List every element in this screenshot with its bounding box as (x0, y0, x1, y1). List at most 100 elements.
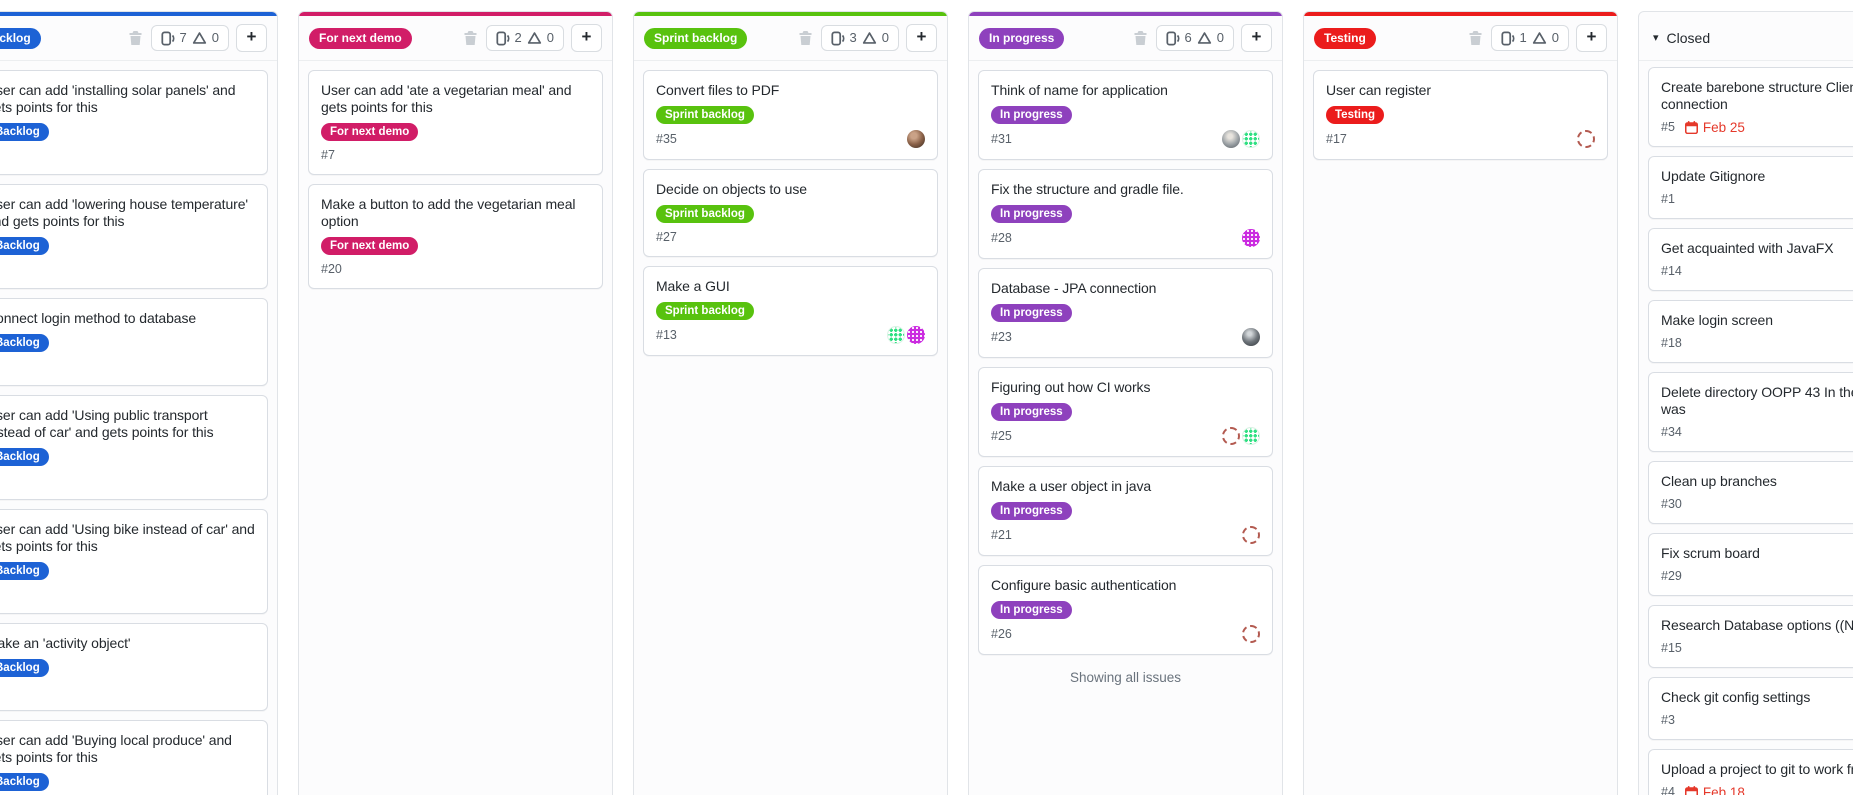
issue-card[interactable]: Configure basic authentication In progre… (978, 565, 1273, 655)
issue-card[interactable]: Think of name for application In progres… (978, 70, 1273, 160)
issue-card[interactable]: Check git config settings #3 (1648, 677, 1853, 740)
delete-column-button[interactable] (462, 29, 479, 47)
issue-title[interactable]: Check git config settings (1661, 689, 1811, 705)
issue-card[interactable]: Fix scrum board #29 (1648, 533, 1853, 596)
issue-title[interactable]: Get acquainted with JavaFX (1661, 240, 1834, 256)
issue-card[interactable]: User can add 'lowering house temperature… (0, 184, 268, 289)
issue-title[interactable]: Research Database options ((No)SQL?) (1661, 617, 1853, 633)
user-avatar[interactable] (907, 326, 925, 344)
issue-title[interactable]: Make an 'activity object' (0, 635, 131, 651)
issue-title[interactable]: Make a GUI (656, 278, 730, 294)
issue-title[interactable]: User can add 'Buying local produce' and … (0, 732, 232, 765)
issue-card[interactable]: Update Gitignore #1 (1648, 156, 1853, 219)
column-counts[interactable]: 2 0 (485, 25, 564, 51)
issue-title[interactable]: Database - JPA connection (991, 280, 1157, 296)
issue-title[interactable]: Fix scrum board (1661, 545, 1760, 561)
add-card-button[interactable]: + (1576, 24, 1607, 52)
issue-card[interactable]: Create barebone structure Client-Server … (1648, 67, 1853, 147)
issue-card[interactable]: Research Database options ((No)SQL?) #15 (1648, 605, 1853, 668)
user-avatar[interactable] (1242, 625, 1260, 643)
user-avatar[interactable] (1222, 427, 1240, 445)
issue-card[interactable]: User can add 'ate a vegetarian meal' and… (308, 70, 603, 175)
issue-label[interactable]: Backlog (0, 562, 49, 580)
add-card-button[interactable]: + (236, 24, 267, 52)
add-card-button[interactable]: + (571, 24, 602, 52)
column-collapse-header[interactable]: ▾ Closed (1649, 28, 1714, 48)
delete-column-button[interactable] (1132, 29, 1149, 47)
issue-card[interactable]: Make a user object in java In progress #… (978, 466, 1273, 556)
issue-title[interactable]: Upload a project to git to work from (1661, 761, 1853, 777)
delete-column-button[interactable] (127, 29, 144, 47)
issue-title[interactable]: Decide on objects to use (656, 181, 807, 197)
issue-label[interactable]: For next demo (321, 237, 419, 255)
issue-label[interactable]: Sprint backlog (656, 106, 754, 124)
user-avatar[interactable] (1242, 130, 1260, 148)
user-avatar[interactable] (1242, 427, 1260, 445)
issue-card[interactable]: User can add 'Buying local produce' and … (0, 720, 268, 795)
delete-column-button[interactable] (1467, 29, 1484, 47)
issue-label[interactable]: For next demo (321, 123, 419, 141)
issue-card[interactable]: User can add 'Using bike instead of car'… (0, 509, 268, 614)
issue-label[interactable]: Backlog (0, 773, 49, 791)
add-card-button[interactable]: + (1241, 24, 1272, 52)
issue-label[interactable]: Backlog (0, 237, 49, 255)
issue-label[interactable]: Sprint backlog (656, 302, 754, 320)
issue-label[interactable]: Testing (1326, 106, 1385, 124)
issue-title[interactable]: Figuring out how CI works (991, 379, 1151, 395)
issue-card[interactable]: Make a button to add the vegetarian meal… (308, 184, 603, 289)
issue-title[interactable]: Make a button to add the vegetarian meal… (321, 196, 576, 229)
issue-title[interactable]: User can register (1326, 82, 1431, 98)
issue-title[interactable]: Connect login method to database (0, 310, 197, 326)
column-counts[interactable]: 7 0 (150, 25, 229, 51)
issue-card[interactable]: Figuring out how CI works In progress #2… (978, 367, 1273, 457)
issue-label[interactable]: In progress (991, 304, 1072, 322)
delete-column-button[interactable] (797, 29, 814, 47)
user-avatar[interactable] (887, 326, 905, 344)
issue-label[interactable]: In progress (991, 502, 1072, 520)
column-counts[interactable]: 1 0 (1490, 25, 1569, 51)
issue-title[interactable]: Think of name for application (991, 82, 1168, 98)
issue-label[interactable]: Backlog (0, 448, 49, 466)
issue-card[interactable]: Fix the structure and gradle file. In pr… (978, 169, 1273, 259)
user-avatar[interactable] (1577, 130, 1595, 148)
issue-title[interactable]: User can add 'installing solar panels' a… (0, 82, 236, 115)
column-counts[interactable]: 3 0 (820, 25, 899, 51)
issue-label[interactable]: Backlog (0, 123, 49, 141)
issue-card[interactable]: User can add 'Using public transport ins… (0, 395, 268, 500)
issue-card[interactable]: Decide on objects to use Sprint backlog … (643, 169, 938, 257)
issue-title[interactable]: Delete directory OOPP 43 In the beginnin… (1661, 384, 1853, 417)
issue-card[interactable]: Make an 'activity object' Backlog (0, 623, 268, 711)
column-counts[interactable]: 6 0 (1155, 25, 1234, 51)
issue-card[interactable]: Database - JPA connection In progress #2… (978, 268, 1273, 358)
issue-card[interactable]: User can register Testing #17 (1313, 70, 1608, 160)
issue-title[interactable]: User can add 'Using bike instead of car'… (0, 521, 255, 554)
issue-card[interactable]: Make login screen #18 (1648, 300, 1853, 363)
issue-card[interactable]: Make a GUI Sprint backlog #13 (643, 266, 938, 356)
issue-label[interactable]: In progress (991, 403, 1072, 421)
user-avatar[interactable] (1222, 130, 1240, 148)
user-avatar[interactable] (907, 130, 925, 148)
issue-title[interactable]: User can add 'ate a vegetarian meal' and… (321, 82, 572, 115)
issue-title[interactable]: User can add 'Using public transport ins… (0, 407, 214, 440)
user-avatar[interactable] (1242, 526, 1260, 544)
issue-card[interactable]: Get acquainted with JavaFX #14 (1648, 228, 1853, 291)
issue-card[interactable]: Connect login method to database Backlog (0, 298, 268, 386)
issue-card[interactable]: Delete directory OOPP 43 In the beginnin… (1648, 372, 1853, 452)
user-avatar[interactable] (1242, 328, 1260, 346)
issue-title[interactable]: Create barebone structure Client-Server … (1661, 79, 1853, 112)
issue-label[interactable]: Sprint backlog (656, 205, 754, 223)
issue-title[interactable]: Configure basic authentication (991, 577, 1177, 593)
issue-card[interactable]: Upload a project to git to work from #4 … (1648, 749, 1853, 795)
add-card-button[interactable]: + (906, 24, 937, 52)
issue-label[interactable]: In progress (991, 205, 1072, 223)
issue-card[interactable]: Convert files to PDF Sprint backlog #35 (643, 70, 938, 160)
issue-title[interactable]: User can add 'lowering house temperature… (0, 196, 248, 229)
issue-label[interactable]: Backlog (0, 334, 49, 352)
issue-label[interactable]: In progress (991, 106, 1072, 124)
issue-label[interactable]: Backlog (0, 659, 49, 677)
issue-card[interactable]: Clean up branches #30 (1648, 461, 1853, 524)
issue-label[interactable]: In progress (991, 601, 1072, 619)
issue-title[interactable]: Update Gitignore (1661, 168, 1766, 184)
issue-card[interactable]: User can add 'installing solar panels' a… (0, 70, 268, 175)
issue-title[interactable]: Make a user object in java (991, 478, 1152, 494)
